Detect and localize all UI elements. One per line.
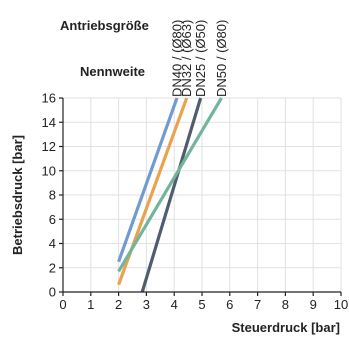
y-tick-label-1: 2 xyxy=(49,260,56,275)
x-axis-title: Steuerdruck [bar] xyxy=(232,320,340,335)
x-tick-label-6: 6 xyxy=(226,297,233,312)
header-top-label: Antriebsgröße xyxy=(60,18,149,33)
x-tick-label-4: 4 xyxy=(171,297,178,312)
series-line-2 xyxy=(140,97,203,293)
header-bottom-label: Nennweite xyxy=(80,64,145,79)
y-tick-label-6: 12 xyxy=(42,139,56,154)
x-tick-label-7: 7 xyxy=(254,297,261,312)
series-label-1: DN32 / (Ø63) xyxy=(179,20,194,97)
series-line-3 xyxy=(117,97,223,273)
x-tick-label-0: 0 xyxy=(59,297,66,312)
x-tick-label-1: 1 xyxy=(87,297,94,312)
y-tick-label-7: 14 xyxy=(42,115,56,130)
axes xyxy=(59,97,342,296)
grid xyxy=(63,97,342,292)
x-tick-label-9: 9 xyxy=(310,297,317,312)
x-tick-label-2: 2 xyxy=(115,297,122,312)
series-labels: DN40 / (Ø80)DN32 / (Ø63)DN25 / (Ø50) DN50… xyxy=(169,20,228,97)
y-tick-label-0: 0 xyxy=(49,285,56,300)
y-tick-label-2: 4 xyxy=(49,236,56,251)
y-tick-label-5: 10 xyxy=(42,163,56,178)
x-tick-label-10: 10 xyxy=(334,297,348,312)
series-label-0: DN40 / (Ø80) xyxy=(169,20,184,97)
y-tick-label-8: 16 xyxy=(42,91,56,106)
x-tick-label-3: 3 xyxy=(143,297,150,312)
series-label-2: DN25 / (Ø50) xyxy=(193,20,208,97)
x-tick-label-5: 5 xyxy=(198,297,205,312)
y-tick-label-3: 6 xyxy=(49,212,56,227)
series-lines xyxy=(117,97,223,293)
y-axis-title: Betriebsdruck [bar] xyxy=(10,135,25,255)
y-tick-label-4: 8 xyxy=(49,188,56,203)
series-line-0 xyxy=(117,97,179,263)
x-tick-label-8: 8 xyxy=(282,297,289,312)
series-label-3: DN50 / (Ø80) xyxy=(214,20,229,97)
